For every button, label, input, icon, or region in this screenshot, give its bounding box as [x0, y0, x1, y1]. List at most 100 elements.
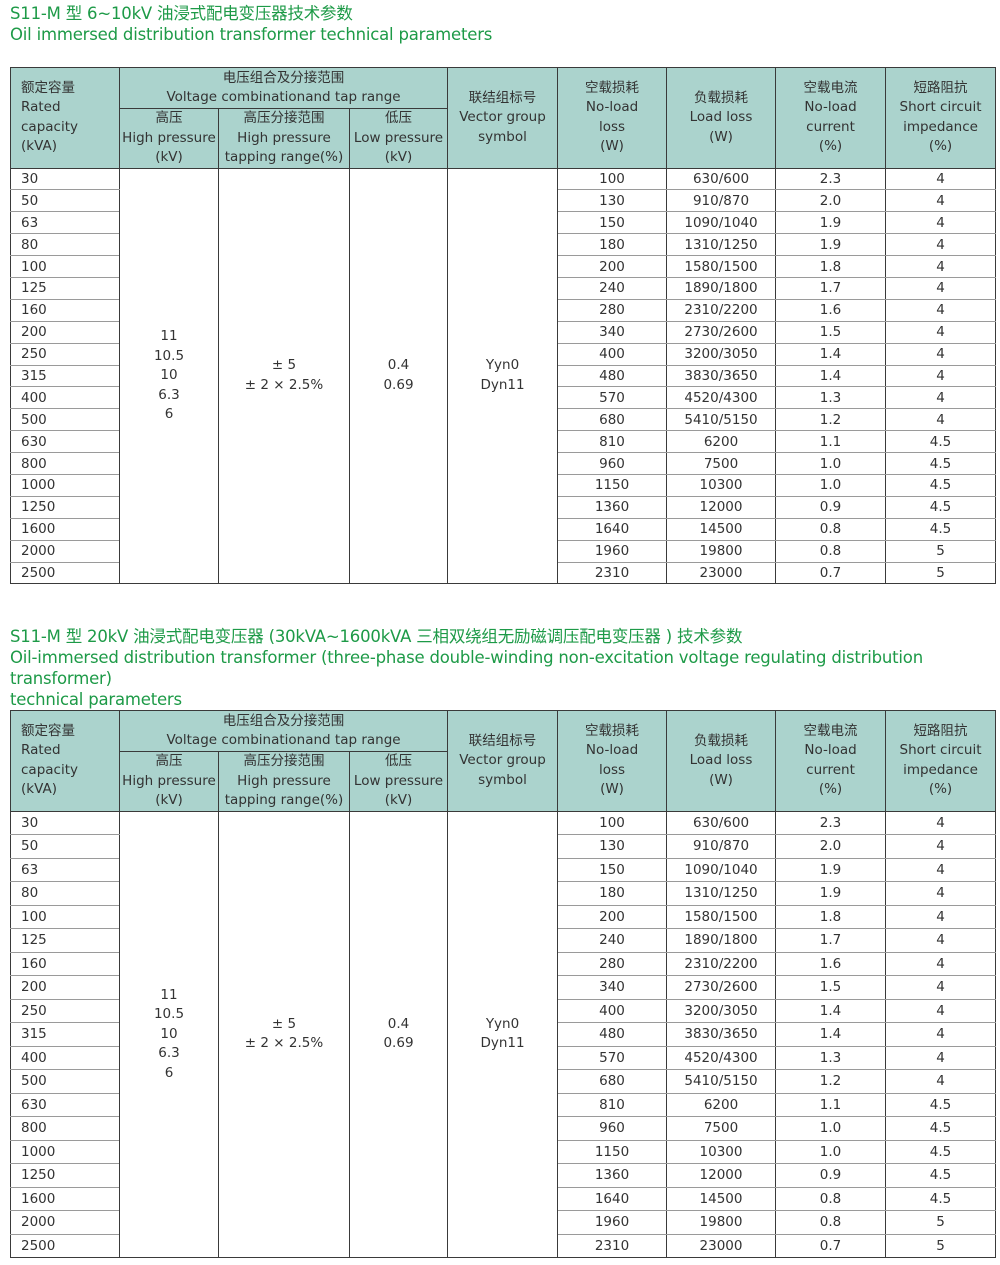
cell-capacity: 315 [10, 365, 120, 388]
cell-load-loss: 3830/3650 [666, 1022, 777, 1047]
cell-load-loss: 910/870 [666, 189, 777, 213]
cell-impedance: 5 [885, 562, 997, 585]
cell-capacity: 2000 [10, 1210, 120, 1235]
cell-noload-loss: 150 [557, 858, 668, 882]
cell-load-loss: 7500 [666, 452, 777, 475]
cell-impedance: 5 [885, 1234, 997, 1258]
cell-capacity: 2500 [10, 562, 120, 585]
cell-capacity: 1250 [10, 1163, 120, 1188]
cell-noload-current: 1.0 [775, 474, 887, 497]
cell-impedance: 4 [885, 343, 997, 366]
cell-noload-loss: 680 [557, 1069, 668, 1094]
cell-noload-current: 1.4 [775, 1022, 887, 1047]
cell-noload-current: 1.9 [775, 211, 887, 235]
cell-noload-loss: 180 [557, 881, 668, 906]
cell-load-loss: 2310/2200 [666, 299, 777, 322]
header-noload-loss: 空载损耗 No-load loss (W) [557, 710, 668, 812]
header-noload-loss: 空载损耗 No-load loss (W) [557, 67, 668, 169]
cell-impedance: 4 [885, 811, 997, 835]
table-row: 160 280 2310/2200 1.6 4 [10, 299, 997, 322]
table-row: 125 240 1890/1800 1.7 4 [10, 928, 997, 953]
cell-noload-current: 1.2 [775, 408, 887, 432]
cell-noload-current: 1.9 [775, 233, 887, 257]
header-noload-current: 空载电流 No-load current (%) [775, 67, 887, 169]
cell-noload-current: 0.9 [775, 496, 887, 519]
table-row: 30 11 10.5 10 6.3 6 ± 5 ± 2 × 2.5% 0.4 0.69… [10, 811, 997, 1258]
cell-impedance: 4 [885, 905, 997, 929]
cell-impedance: 4 [885, 1022, 997, 1047]
cell-load-loss: 12000 [666, 496, 777, 519]
cell-noload-loss: 150 [557, 211, 668, 235]
cell-noload-loss: 480 [557, 1022, 668, 1047]
cell-load-loss: 630/600 [666, 811, 777, 835]
cell-load-loss: 630/600 [666, 168, 777, 191]
cell-impedance: 4 [885, 277, 997, 300]
cell-noload-current: 0.8 [775, 1210, 887, 1235]
cell-noload-current: 0.7 [775, 562, 887, 585]
table-row: 100 200 1580/1500 1.8 4 [10, 905, 997, 929]
cell-impedance: 4.5 [885, 1093, 997, 1117]
cell-impedance: 4 [885, 365, 997, 388]
table-row: 400 570 4520/4300 1.3 4 [10, 1046, 997, 1070]
cell-load-loss: 2730/2600 [666, 975, 777, 1000]
table-row: 80 180 1310/1250 1.9 4 [10, 233, 997, 257]
cell-noload-loss: 570 [557, 386, 668, 410]
cell-noload-current: 1.0 [775, 452, 887, 475]
cell-capacity: 400 [10, 1046, 120, 1070]
spec-table-2: 额定容量 Rated capacity (kVA) 电压组合及分接范围 Volta… [10, 710, 997, 1258]
cell-noload-current: 1.0 [775, 1140, 887, 1164]
cell-load-loss: 1890/1800 [666, 277, 777, 300]
cell-impedance: 4.5 [885, 1163, 997, 1188]
table-row: 160 280 2310/2200 1.6 4 [10, 952, 997, 976]
cell-impedance: 4 [885, 928, 997, 953]
cell-noload-loss: 810 [557, 1093, 668, 1117]
cell-impedance: 4 [885, 189, 997, 213]
cell-capacity: 100 [10, 905, 120, 929]
table-row: 50 130 910/870 2.0 4 [10, 834, 997, 859]
table-row: 800 960 7500 1.0 4.5 [10, 1116, 997, 1141]
cell-impedance: 4 [885, 255, 997, 278]
cell-impedance: 4 [885, 1069, 997, 1094]
cell-noload-loss: 480 [557, 365, 668, 388]
cell-load-loss: 3200/3050 [666, 999, 777, 1023]
cell-load-loss: 14500 [666, 1187, 777, 1211]
cell-capacity: 100 [10, 255, 120, 278]
cell-noload-loss: 960 [557, 1116, 668, 1141]
table-row: 50 130 910/870 2.0 4 [10, 189, 997, 213]
cell-capacity: 50 [10, 834, 120, 859]
cell-noload-loss: 1960 [557, 1210, 668, 1235]
cell-capacity: 250 [10, 999, 120, 1023]
cell-load-loss: 1090/1040 [666, 211, 777, 235]
cell-noload-loss: 1360 [557, 496, 668, 519]
cell-load-loss: 19800 [666, 1210, 777, 1235]
header-noload-current: 空载电流 No-load current (%) [775, 710, 887, 812]
cell-impedance: 4 [885, 881, 997, 906]
cell-noload-loss: 100 [557, 811, 668, 835]
cell-load-loss: 14500 [666, 518, 777, 541]
cell-impedance: 4.5 [885, 1116, 997, 1141]
cell-load-loss: 10300 [666, 474, 777, 497]
cell-noload-current: 1.6 [775, 952, 887, 976]
cell-noload-current: 1.7 [775, 277, 887, 300]
cell-capacity: 160 [10, 952, 120, 976]
header-capacity: 额定容量 Rated capacity (kVA) [10, 710, 120, 812]
cell-noload-loss: 180 [557, 233, 668, 257]
cell-load-loss: 5410/5150 [666, 408, 777, 432]
cell-load-loss: 4520/4300 [666, 1046, 777, 1070]
cell-capacity: 400 [10, 386, 120, 410]
cell-load-loss: 910/870 [666, 834, 777, 859]
cell-noload-loss: 280 [557, 299, 668, 322]
cell-noload-current: 2.3 [775, 811, 887, 835]
table-row: 30 11 10.5 10 6.3 6 ± 5 ± 2 × 2.5% 0.4 0.69… [10, 168, 997, 585]
cell-capacity: 630 [10, 430, 120, 454]
cell-capacity: 80 [10, 233, 120, 257]
table-row: 2500 2310 23000 0.7 5 [10, 1234, 997, 1258]
cell-noload-current: 1.5 [775, 321, 887, 344]
table-row: 1600 1640 14500 0.8 4.5 [10, 1187, 997, 1211]
header-load-loss: 负载损耗 Load loss (W) [666, 710, 777, 812]
cell-load-loss: 1090/1040 [666, 858, 777, 882]
cell-tap: ± 5 ± 2 × 2.5% [218, 168, 350, 585]
table-row: 125 240 1890/1800 1.7 4 [10, 277, 997, 300]
header-voltage-group: 电压组合及分接范围 Voltage combinationand tap ran… [118, 710, 449, 752]
cell-load-loss: 1580/1500 [666, 255, 777, 278]
